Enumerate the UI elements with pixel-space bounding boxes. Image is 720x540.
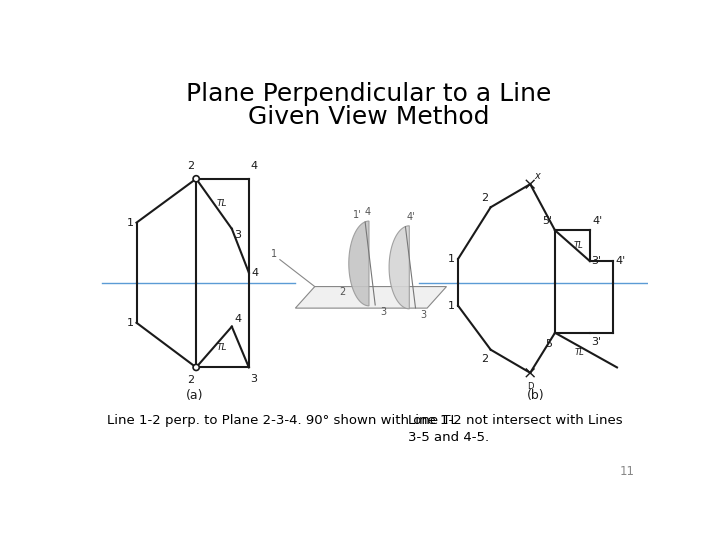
Circle shape <box>193 364 199 370</box>
Text: TL: TL <box>575 348 584 356</box>
Text: 4: 4 <box>234 314 241 325</box>
Text: 11: 11 <box>620 465 635 478</box>
Text: TL: TL <box>216 342 227 352</box>
Text: 4': 4' <box>616 256 626 266</box>
Text: 5: 5 <box>546 339 553 349</box>
Text: 4: 4 <box>251 268 258 278</box>
Text: (b): (b) <box>527 389 544 402</box>
Text: 2: 2 <box>187 161 194 171</box>
Text: 3': 3' <box>591 338 601 347</box>
Text: Given View Method: Given View Method <box>248 105 490 129</box>
Text: Plane Perpendicular to a Line: Plane Perpendicular to a Line <box>186 82 552 106</box>
Polygon shape <box>389 226 409 309</box>
Text: 4': 4' <box>593 217 603 226</box>
Text: 1: 1 <box>127 218 133 228</box>
Text: 2: 2 <box>481 354 488 363</box>
Text: 3-5 and 4-5.: 3-5 and 4-5. <box>408 431 489 444</box>
Text: 3: 3 <box>234 231 241 240</box>
Text: x: x <box>534 171 540 181</box>
Text: TL: TL <box>216 199 227 208</box>
Text: 3: 3 <box>420 310 426 320</box>
Text: 2: 2 <box>340 287 346 296</box>
Text: TL: TL <box>574 241 584 250</box>
Polygon shape <box>348 221 369 306</box>
Text: Line 1-2 perp. to Plane 2-3-4. 90° shown with one TL: Line 1-2 perp. to Plane 2-3-4. 90° shown… <box>107 414 458 427</box>
Text: Line 1-2 not intersect with Lines: Line 1-2 not intersect with Lines <box>408 414 622 427</box>
Text: 4': 4' <box>407 212 415 222</box>
Text: 2: 2 <box>187 375 194 385</box>
Text: 3': 3' <box>591 256 601 266</box>
Text: (a): (a) <box>186 389 203 402</box>
Text: 3: 3 <box>251 374 258 383</box>
Text: 4: 4 <box>364 207 371 217</box>
Text: 2: 2 <box>481 193 488 202</box>
Text: 4: 4 <box>251 161 258 171</box>
Text: 5': 5' <box>543 217 553 226</box>
Polygon shape <box>295 287 446 308</box>
Text: 1': 1' <box>353 211 361 220</box>
Text: 1: 1 <box>448 254 455 264</box>
Text: 1: 1 <box>127 318 133 328</box>
Text: D: D <box>527 382 534 391</box>
Text: 3: 3 <box>380 307 386 318</box>
Circle shape <box>193 176 199 182</box>
Text: 1: 1 <box>271 249 277 259</box>
Text: 1: 1 <box>448 301 455 311</box>
